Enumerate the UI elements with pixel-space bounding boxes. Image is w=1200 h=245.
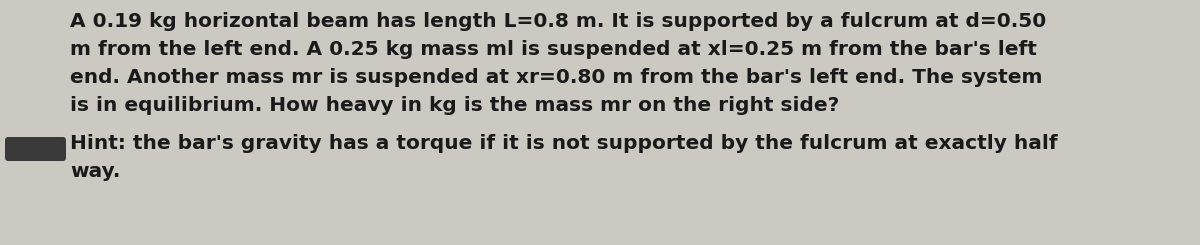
Text: end. Another mass mr is suspended at xr=0.80 m from the bar's left end. The syst: end. Another mass mr is suspended at xr=…: [70, 68, 1043, 87]
Text: A 0.19 kg horizontal beam has length L=0.8 m. It is supported by a fulcrum at d=: A 0.19 kg horizontal beam has length L=0…: [70, 12, 1046, 31]
Text: way.: way.: [70, 162, 120, 181]
Text: is in equilibrium. How heavy in kg is the mass mr on the right side?: is in equilibrium. How heavy in kg is th…: [70, 96, 839, 115]
FancyBboxPatch shape: [5, 137, 66, 161]
Text: Hint: the bar's gravity has a torque if it is not supported by the fulcrum at ex: Hint: the bar's gravity has a torque if …: [70, 134, 1057, 153]
Text: m from the left end. A 0.25 kg mass ml is suspended at xl=0.25 m from the bar's : m from the left end. A 0.25 kg mass ml i…: [70, 40, 1037, 59]
